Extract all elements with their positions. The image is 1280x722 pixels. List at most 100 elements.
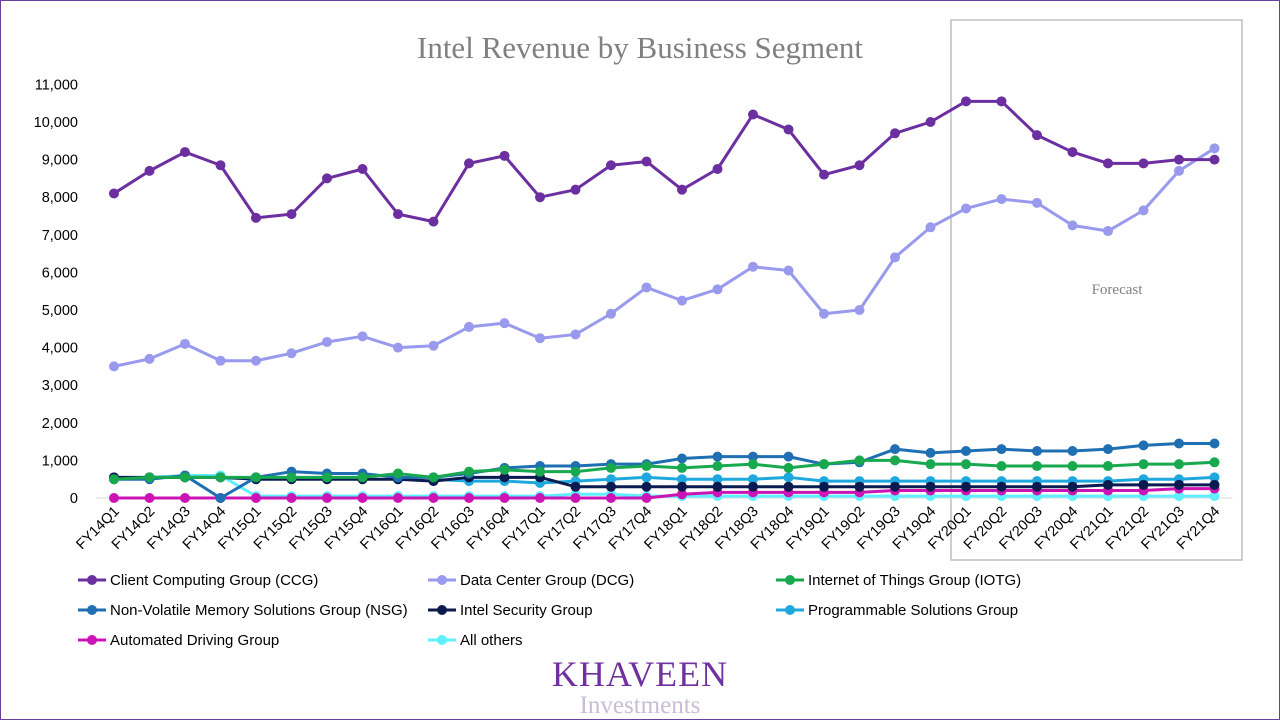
y-tick-label: 5,000: [42, 303, 78, 319]
data-point: [641, 461, 652, 472]
data-point: [748, 474, 758, 485]
data-point: [535, 333, 545, 344]
data-point: [1209, 143, 1220, 154]
series-line: [114, 487, 1215, 500]
data-point: [464, 466, 474, 477]
data-point: [925, 117, 936, 127]
data-point: [109, 361, 119, 372]
data-point: [641, 493, 652, 503]
data-point: [854, 455, 865, 466]
series-line: [114, 441, 1215, 500]
data-point: [712, 451, 723, 462]
data-point: [570, 466, 581, 477]
data-point: [854, 481, 865, 492]
y-tick-label: 1,000: [42, 453, 78, 469]
data-point: [677, 489, 687, 500]
y-tick-label: 3,000: [42, 378, 78, 394]
data-point: [1067, 147, 1078, 158]
data-point: [1067, 461, 1078, 472]
data-point: [783, 472, 794, 483]
data-point: [1174, 154, 1184, 165]
brand-subtitle: Investments: [579, 692, 701, 719]
data-point: [570, 481, 581, 492]
series-line: [113, 99, 1215, 224]
data-point: [854, 305, 865, 315]
data-point: [996, 194, 1007, 205]
y-tick-label: 2,000: [42, 416, 78, 432]
legend-label: Non-Volatile Memory Solutions Group (NSG…: [110, 602, 408, 619]
data-point: [428, 472, 439, 483]
data-point: [1138, 459, 1149, 470]
data-point: [499, 150, 510, 161]
legend-label: Intel Security Group: [460, 602, 593, 619]
data-point: [819, 481, 829, 492]
data-point: [783, 265, 794, 276]
legend-swatch-marker: [437, 605, 447, 615]
data-point: [641, 481, 652, 492]
data-point: [1209, 438, 1220, 449]
data-point: [535, 192, 545, 203]
data-point: [144, 493, 155, 503]
data-point: [464, 493, 474, 503]
data-point: [428, 493, 439, 503]
data-point: [1032, 197, 1042, 208]
data-point: [464, 158, 474, 169]
data-point: [1209, 491, 1220, 502]
data-point: [1032, 481, 1042, 492]
data-point: [748, 109, 758, 120]
legend-label: Automated Driving Group: [110, 632, 279, 649]
data-point: [783, 124, 794, 135]
data-point: [357, 164, 368, 174]
data-point: [1067, 446, 1078, 456]
forecast-label: Forecast: [1092, 282, 1144, 298]
legend-label: Internet of Things Group (IOTG): [808, 572, 1021, 589]
data-point: [925, 222, 936, 233]
legend-swatch-marker: [87, 605, 97, 615]
data-point: [499, 493, 510, 503]
data-point: [854, 160, 865, 171]
data-point: [1138, 158, 1149, 169]
data-point: [1138, 440, 1149, 451]
data-point: [286, 209, 297, 220]
data-point: [1209, 479, 1220, 490]
data-point: [535, 493, 545, 503]
data-point: [677, 184, 687, 195]
data-point: [1174, 438, 1184, 449]
data-point: [1174, 165, 1184, 176]
data-point: [996, 461, 1007, 472]
data-point: [748, 451, 758, 462]
data-point: [606, 474, 616, 485]
forecast-box: [950, 19, 1243, 561]
data-point: [215, 472, 226, 483]
data-point: [180, 338, 190, 349]
data-point: [1138, 479, 1149, 490]
data-point: [606, 462, 616, 473]
data-point: [961, 481, 971, 492]
data-point: [1032, 461, 1042, 472]
data-point: [180, 147, 190, 158]
data-point: [641, 282, 652, 293]
y-tick-label: 7,000: [42, 228, 78, 244]
data-point: [1103, 226, 1113, 237]
data-point: [357, 472, 368, 483]
legend-swatch-marker: [437, 575, 447, 585]
data-point: [677, 462, 687, 473]
y-tick-label: 8,000: [42, 190, 78, 206]
data-point: [996, 96, 1007, 107]
data-point: [393, 209, 403, 220]
data-point: [215, 355, 226, 366]
data-point: [1209, 154, 1220, 165]
data-point: [570, 184, 581, 195]
series-line: [113, 458, 1215, 481]
y-tick-label: 0: [70, 491, 78, 507]
data-point: [1174, 479, 1184, 490]
data-point: [499, 464, 510, 475]
data-point: [677, 295, 687, 306]
data-point: [925, 459, 936, 470]
data-point: [1067, 220, 1078, 231]
legend-swatch-marker: [87, 575, 97, 585]
legend-label: All others: [460, 632, 523, 649]
data-point: [1032, 130, 1042, 141]
data-point: [748, 481, 758, 492]
